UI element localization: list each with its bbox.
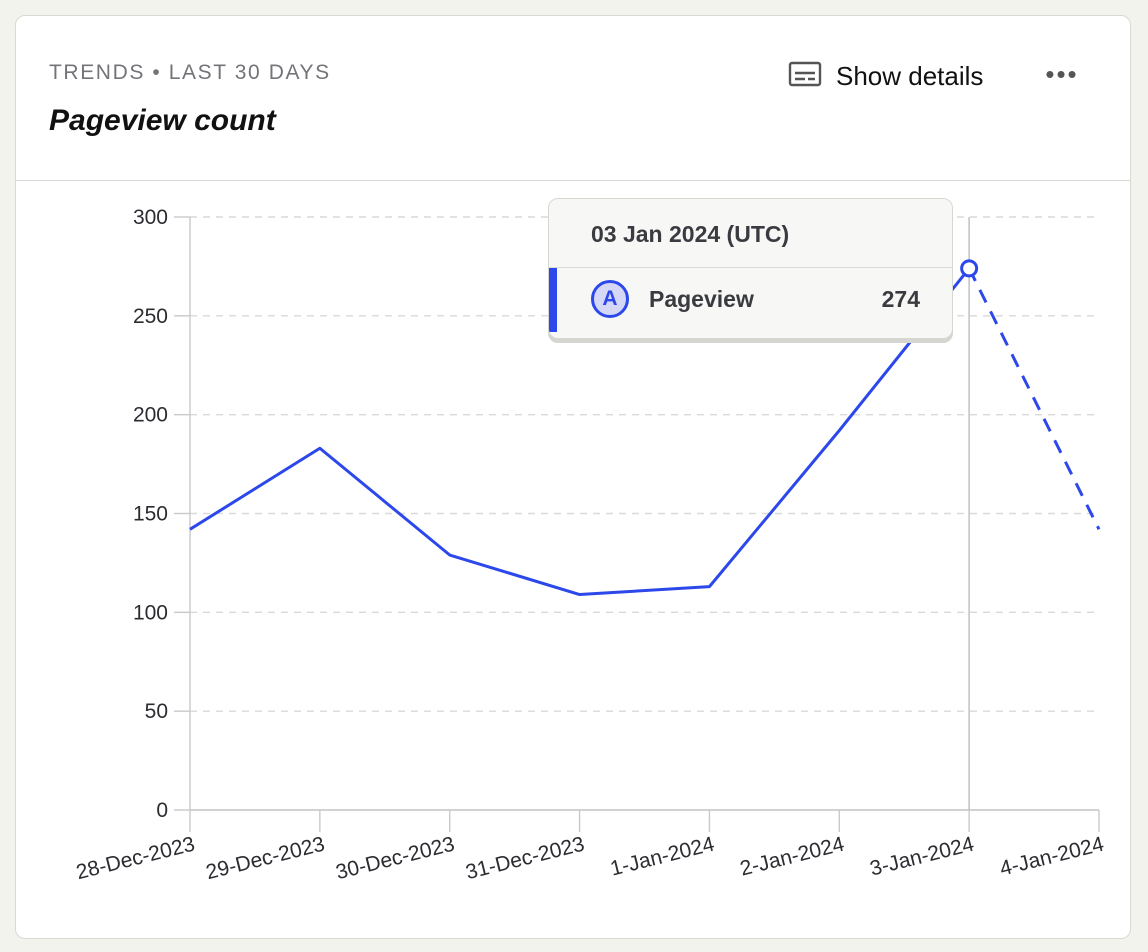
y-tick-label: 100 (133, 601, 168, 624)
insight-eyebrow: TRENDS • LAST 30 DAYS (49, 61, 331, 84)
subtitles-icon (788, 61, 822, 92)
x-tick-label: 28-Dec-2023 (74, 833, 197, 885)
x-tick-label: 1-Jan-2024 (608, 832, 717, 880)
show-details-button[interactable]: Show details (788, 56, 983, 96)
x-tick-label: 2-Jan-2024 (738, 832, 847, 880)
series-line-pageview (189, 267, 971, 597)
x-tick-label: 3-Jan-2024 (868, 832, 977, 880)
x-tick-label: 4-Jan-2024 (998, 832, 1107, 880)
x-tick-label: 31-Dec-2023 (463, 833, 586, 885)
tooltip-series-color-bar (549, 268, 557, 332)
tooltip-series-value: 274 (881, 286, 920, 312)
y-tick-label: 300 (133, 206, 168, 229)
chart-tooltip: 03 Jan 2024 (UTC) A Pageview 274 (548, 198, 953, 339)
tooltip-date: 03 Jan 2024 (UTC) (591, 221, 790, 247)
card-header: TRENDS • LAST 30 DAYS Pageview count Sho… (16, 16, 1130, 181)
insight-card: TRENDS • LAST 30 DAYS Pageview count Sho… (15, 15, 1131, 939)
y-tick-label: 50 (145, 700, 168, 723)
y-tick-label: 250 (133, 305, 168, 328)
x-tick-label: 30-Dec-2023 (334, 833, 457, 885)
more-options-button[interactable]: ••• (1045, 58, 1079, 89)
y-tick-label: 200 (133, 404, 168, 427)
insight-title: Pageview count (49, 104, 276, 137)
tooltip-series-badge: A (591, 280, 629, 318)
x-tick-label: 29-Dec-2023 (204, 833, 327, 885)
series-line-pageview-incomplete (967, 267, 1101, 530)
highlighted-data-point (960, 259, 979, 278)
more-dots-icon: ••• (1045, 58, 1079, 89)
y-tick-label: 0 (156, 799, 168, 822)
tooltip-series-name: Pageview (649, 286, 754, 312)
show-details-label: Show details (836, 60, 984, 91)
y-tick-label: 150 (133, 503, 168, 526)
tooltip-series-row: A Pageview 274 (549, 267, 952, 332)
